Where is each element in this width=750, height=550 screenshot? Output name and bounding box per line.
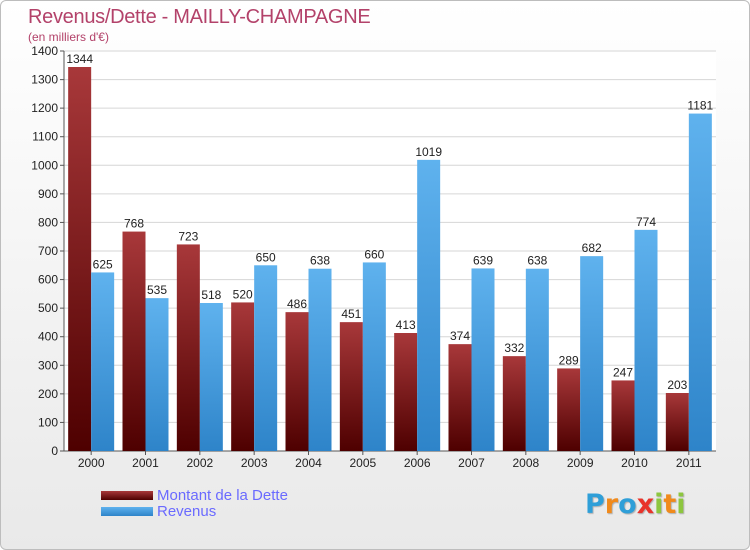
logo-letter: P [585,489,605,520]
logo-letter: x [636,489,655,520]
bar-debt [285,312,309,451]
data-label-revenue: 535 [147,283,167,297]
data-label-revenue: 650 [256,250,276,264]
bar-revenue [362,262,386,451]
bar-debt [339,322,363,451]
y-tick-label: 700 [38,244,58,258]
y-tick-label: 1200 [31,101,58,115]
data-label-debt: 486 [287,297,307,311]
bar-revenue [199,303,223,451]
y-tick-label: 900 [38,187,58,201]
bar-revenue [254,265,278,451]
x-tick-label: 2001 [132,456,159,470]
legend-label-debt: Montant de la Dette [157,486,288,504]
legend: Montant de la Dette Revenus [101,486,288,520]
legend-label-revenue: Revenus [157,502,217,520]
bar-revenue [91,272,115,451]
data-label-debt: 413 [396,318,416,332]
data-label-debt: 723 [178,229,198,243]
bar-debt [68,67,92,451]
x-tick-label: 2004 [295,456,322,470]
data-label-revenue: 660 [364,247,384,261]
chart-title: Revenus/Dette - MAILLY-CHAMPAGNE [28,6,371,28]
y-tick-label: 1100 [32,130,58,144]
legend-swatch-debt [101,490,153,500]
data-label-debt: 374 [450,329,470,343]
bar-debt [231,302,255,451]
bar-debt [176,244,200,451]
data-label-revenue: 518 [201,288,221,302]
y-tick-label: 800 [38,215,58,229]
data-label-debt: 332 [504,341,524,355]
data-label-debt: 247 [613,365,633,379]
data-label-debt: 203 [667,378,687,392]
logo-letter: t [663,489,677,520]
y-tick-label: 600 [38,273,58,287]
legend-item-debt: Montant de la Dette [101,486,288,504]
data-label-revenue: 639 [473,253,493,267]
bar-revenue [525,268,549,451]
data-label-revenue: 1181 [687,99,713,113]
x-tick-label: 2009 [567,456,594,470]
x-tick-label: 2005 [349,456,376,470]
y-tick-label: 1400 [31,44,58,58]
y-tick-label: 200 [38,387,58,401]
x-tick-label: 2011 [676,456,702,470]
data-label-debt: 768 [124,217,144,231]
x-tick-label: 2003 [241,456,268,470]
data-label-revenue: 682 [582,241,602,255]
data-label-revenue: 638 [310,254,330,268]
y-tick-label: 1000 [31,158,58,172]
data-label-revenue: 774 [636,215,656,229]
bar-revenue [308,268,332,451]
bar-revenue [471,268,495,451]
data-label-revenue: 1019 [415,145,442,159]
bar-debt [448,344,472,451]
data-label-debt: 520 [233,287,253,301]
bar-debt [394,333,418,451]
bar-revenue [580,256,604,451]
bar-revenue [634,229,658,451]
x-tick-label: 2008 [512,456,539,470]
y-tick-label: 400 [38,330,58,344]
x-tick-label: 2002 [186,456,213,470]
y-axis-unit-label: (en milliers d'€) [28,30,109,44]
data-label-debt: 451 [341,307,361,321]
y-tick-label: 500 [38,301,58,315]
logo-letter: o [618,489,637,520]
data-label-debt: 289 [559,353,579,367]
data-label-debt: 1344 [66,52,93,66]
y-tick-label: 300 [38,358,58,372]
bar-debt [611,380,635,451]
y-tick-label: 1300 [31,73,58,87]
bar-revenue [688,113,712,452]
logo-letter: i [676,489,686,520]
legend-item-revenue: Revenus [101,502,288,520]
logo-letter: r [604,489,619,520]
bar-debt [557,368,581,451]
proxiti-logo: Proxiti [585,489,686,520]
logo-letter: i [654,489,664,520]
bar-debt [665,393,689,451]
x-tick-label: 2010 [621,456,648,470]
x-tick-label: 2007 [458,456,485,470]
bar-revenue [145,298,169,451]
data-label-revenue: 625 [93,257,113,271]
y-tick-label: 100 [38,415,58,429]
bar-revenue [417,159,441,451]
legend-swatch-revenue [101,506,153,516]
bar-debt [502,356,526,451]
data-label-revenue: 638 [527,254,547,268]
y-tick-label: 0 [51,444,58,458]
x-tick-label: 2000 [78,456,105,470]
bar-debt [122,231,146,451]
x-tick-label: 2006 [404,456,431,470]
